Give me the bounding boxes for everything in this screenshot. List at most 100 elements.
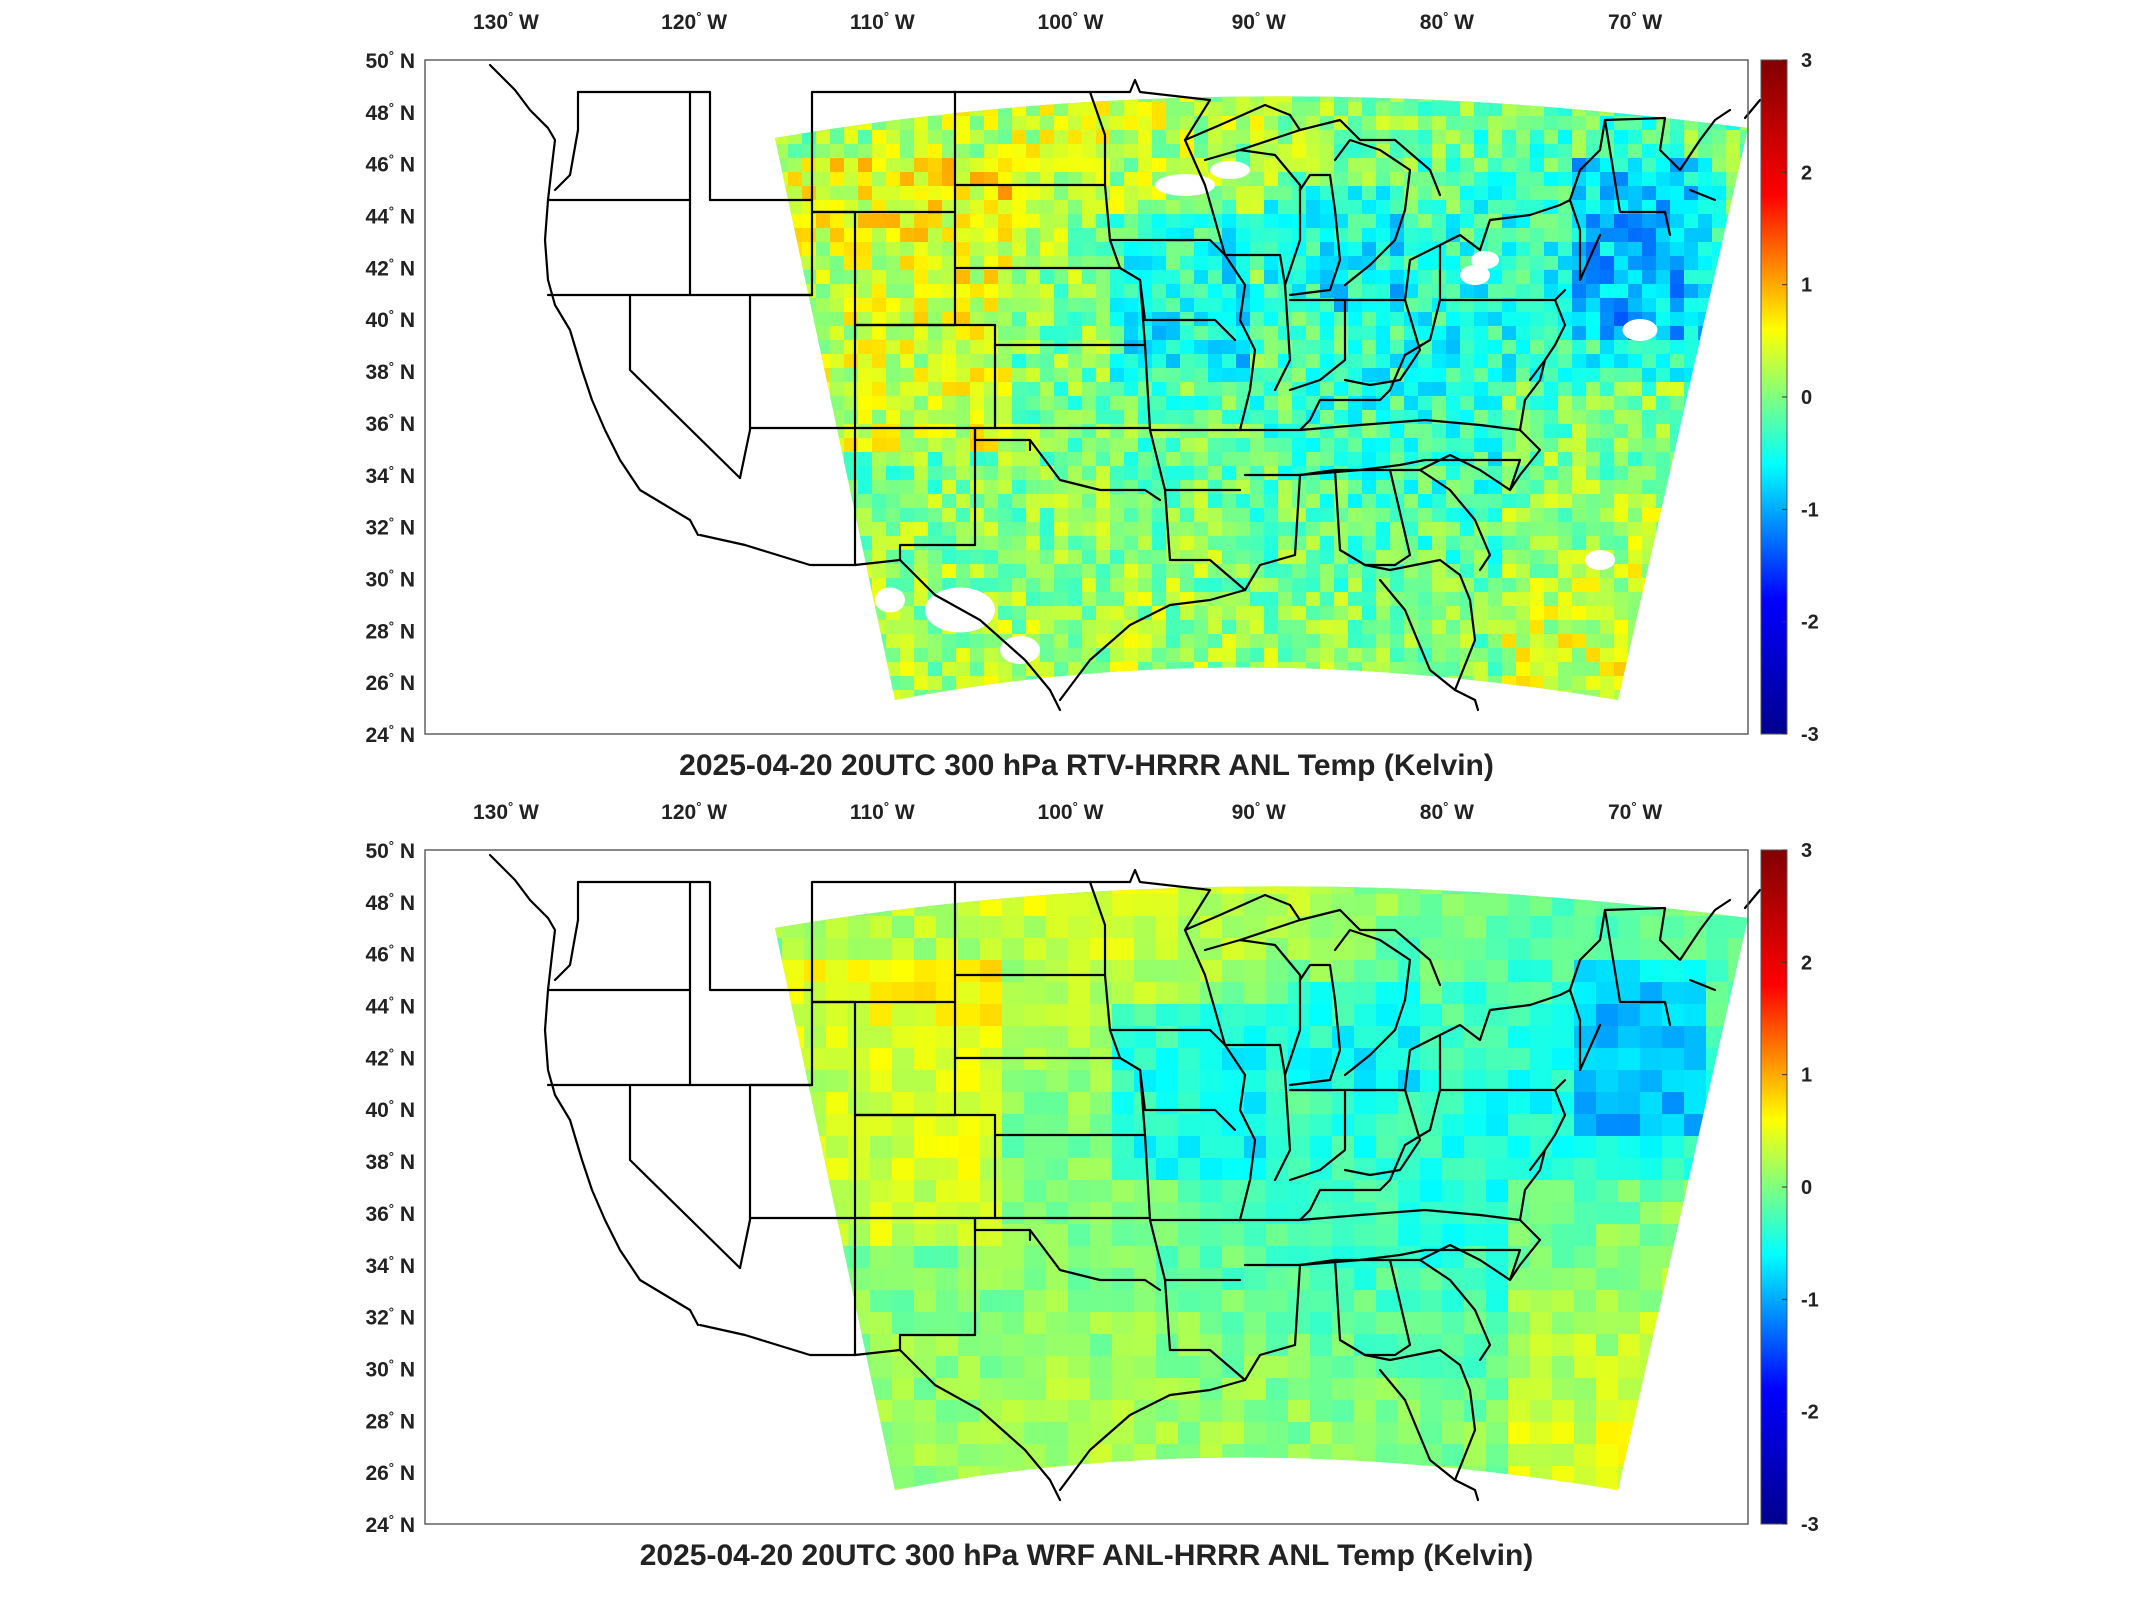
border-line [1138,278,1237,342]
missing-data-patch [1155,174,1215,196]
lat-tick-label: 44° N [365,204,415,229]
lat-tick-label: 50° N [365,838,415,863]
border-line [576,880,814,992]
border-line [1518,358,1547,432]
border-line [1298,353,1407,432]
border-line [1243,473,1302,592]
border-line [1333,138,1412,287]
lon-tick-label: 70° W [1608,9,1662,34]
temperature-field [775,96,1748,701]
border-line [1243,1263,1302,1382]
missing-data-patch [1000,636,1040,664]
lon-tick-label: 90° W [1232,9,1286,34]
top-map-figure: 130° W 120° W 110° W 100° W 90° W 80° W 70° W 5… [365,9,1819,782]
colorbar-tick-label: -1 [1801,1289,1819,1311]
lat-tick-label: 38° N [365,1149,415,1174]
lat-tick-label: 42° N [365,255,415,280]
border-line [1388,1258,1492,1362]
border-line [1403,1033,1442,1147]
border-line [1478,198,1582,282]
border-line [488,63,700,537]
lat-tick-label: 46° N [365,942,415,967]
lon-tick-label: 110° W [850,9,915,34]
border-line [1578,1023,1602,1072]
border-line [553,880,580,982]
border-line [1363,558,1477,692]
border-line [1288,298,1347,392]
lat-tick-label: 46° N [365,152,415,177]
border-line [1403,243,1442,357]
lat-tick-label: 50° N [365,48,415,73]
colorbar-tick-label: 1 [1801,275,1812,297]
border-line [1058,588,1247,702]
border-line [1288,173,1342,297]
border-line [1568,116,1667,202]
lat-tick-label: 28° N [365,1408,415,1433]
border-line [1343,1088,1422,1177]
border-line [853,1216,977,1357]
colorbar-tick-label: 3 [1801,840,1812,862]
border-line [1183,893,1302,932]
lon-tick-label: 90° W [1232,799,1286,824]
border-line [898,1348,1062,1502]
panel-title: 2025-04-20 20UTC 300 hPa RTV-HRRR ANL Te… [679,749,1494,782]
border-line [1028,438,1162,502]
border-line [1203,938,1302,1077]
border-line [1238,1208,1522,1222]
missing-data-patch [1622,319,1658,341]
colorbar-tick-label: -2 [1801,612,1819,634]
missing-data-patch [1585,550,1615,570]
border-line [1478,988,1582,1072]
border-line [1568,906,1667,992]
border-line [1088,868,1227,1047]
border-line [953,880,1107,977]
border-line [628,293,742,480]
lat-tick-label: 26° N [365,1460,415,1485]
colorbar-tick-label: -1 [1801,499,1819,521]
lat-tick-label: 48° N [365,890,415,915]
border-line [1618,1000,1672,1027]
border-line [576,90,814,202]
border-line [1058,1378,1247,1492]
border-line [1108,1028,1122,1060]
border-line [1028,1228,1162,1292]
border-line [1333,928,1412,1077]
border-line [1658,108,1732,172]
border-line [1223,253,1287,287]
lat-tick-label: 38° N [365,359,415,384]
border-line [1298,1143,1407,1222]
colorbar-tick-label: -3 [1801,724,1819,746]
lat-tick-label: 30° N [365,566,415,591]
border-line [1288,1088,1347,1182]
border-line [1163,1278,1247,1382]
border-line [1528,1088,1567,1172]
border-line [1518,1148,1547,1222]
border-line [1333,468,1412,567]
colorbar-tick-label: 3 [1801,50,1812,72]
lat-tick-label: 28° N [365,618,415,643]
border-line [553,90,580,192]
border-line [1363,1348,1477,1482]
map-frame [424,849,1749,1525]
border-line [1288,963,1342,1087]
map-frame [424,59,1749,735]
lat-tick-label: 42° N [365,1045,415,1070]
colorbar-tick-label: -3 [1801,1514,1819,1536]
lat-tick-label: 32° N [365,515,415,540]
border-line [1103,973,1227,1047]
border-line [853,426,977,567]
border-line [1108,238,1122,270]
lon-tick-label: 120° W [661,9,727,34]
border-line [953,90,1107,187]
lon-tick-label: 130° W [473,9,539,34]
border-line [1298,1258,1367,1357]
temperature-field [775,886,1748,1491]
border-line [1343,298,1422,387]
colorbar-tick-label: -2 [1801,1402,1819,1424]
colorbar-tick-label: 1 [1801,1065,1812,1087]
border-line [698,1323,857,1357]
lat-tick-label: 44° N [365,994,415,1019]
missing-data-patch [1471,251,1499,269]
border-line [1183,103,1302,142]
bottom-map-panel: 130° W 120° W 110° W 100° W 90° W 80° W 70° W 5… [0,790,2133,1590]
